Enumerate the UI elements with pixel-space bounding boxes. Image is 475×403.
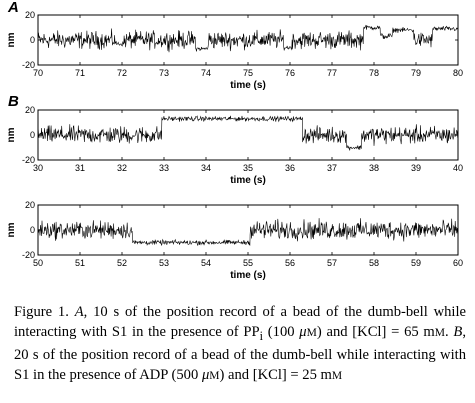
data-trace xyxy=(37,218,458,247)
x-tick-label: 39 xyxy=(411,163,421,173)
x-tick-label: 78 xyxy=(369,68,379,78)
y-tick-label: 0 xyxy=(30,35,35,45)
x-tick-label: 38 xyxy=(369,163,379,173)
x-tick-label: 57 xyxy=(327,258,337,268)
y-tick-label: 20 xyxy=(25,10,35,20)
x-tick-label: 52 xyxy=(117,258,127,268)
x-axis-label: time (s) xyxy=(230,80,266,91)
y-tick-label: -20 xyxy=(22,155,35,165)
y-tick-label: 20 xyxy=(25,200,35,210)
y-tick-label: 0 xyxy=(30,130,35,140)
y-tick-label: 20 xyxy=(25,105,35,115)
x-tick-label: 55 xyxy=(243,258,253,268)
x-tick-label: 72 xyxy=(117,68,127,78)
panel-a: A 70 71 72 73 74 75 76 77 78 79 80 20 0 -20 nm time (s) xyxy=(6,0,463,91)
figure-label: Figure 1. xyxy=(14,304,69,320)
x-tick-label: 79 xyxy=(411,68,421,78)
x-tick-label: 71 xyxy=(75,68,85,78)
x-tick-label: 54 xyxy=(201,258,211,268)
x-tick-label: 31 xyxy=(75,163,85,173)
x-axis-label: time (s) xyxy=(230,270,266,281)
x-tick-label: 76 xyxy=(285,68,295,78)
x-tick-label: 33 xyxy=(159,163,169,173)
x-tick-label: 56 xyxy=(285,258,295,268)
x-tick-label: 77 xyxy=(327,68,337,78)
x-tick-label: 37 xyxy=(327,163,337,173)
y-axis-label: nm xyxy=(6,127,17,142)
panel-ref-b: B xyxy=(453,323,463,340)
x-tick-label: 80 xyxy=(453,68,463,78)
data-trace xyxy=(37,24,458,53)
panel-ref-a: A xyxy=(74,304,84,320)
x-tick-label: 51 xyxy=(75,258,85,268)
x-axis-label: time (s) xyxy=(230,175,266,186)
x-tick-label: 59 xyxy=(411,258,421,268)
x-tick-label: 40 xyxy=(453,163,463,173)
y-tick-label: -20 xyxy=(22,250,35,260)
x-tick-label: 35 xyxy=(243,163,253,173)
x-tick-label: 60 xyxy=(453,258,463,268)
x-tick-label: 70 xyxy=(33,68,43,78)
x-tick-label: 34 xyxy=(201,163,211,173)
y-tick-label: -20 xyxy=(22,60,35,70)
x-tick-label: 32 xyxy=(117,163,127,173)
x-tick-label: 75 xyxy=(243,68,253,78)
figure-caption: Figure 1. A, 10 s of the position record… xyxy=(14,304,467,383)
x-tick-label: 50 xyxy=(33,258,43,268)
panel-letter: B xyxy=(8,93,19,110)
panel-b: B 30 31 32 33 34 35 36 37 38 39 40 20 0 -20 nm time (s) xyxy=(6,93,463,186)
y-tick-label: 0 xyxy=(30,225,35,235)
x-tick-label: 58 xyxy=(369,258,379,268)
panel-letter: A xyxy=(7,0,19,16)
x-tick-label: 73 xyxy=(159,68,169,78)
y-axis-label: nm xyxy=(6,222,17,237)
data-trace xyxy=(37,115,458,151)
panel-b-lower: 50 51 52 53 54 55 56 57 58 59 60 20 0 -20 nm time (s) xyxy=(6,200,463,281)
x-tick-label: 30 xyxy=(33,163,43,173)
x-tick-label: 36 xyxy=(285,163,295,173)
x-tick-label: 53 xyxy=(159,258,169,268)
y-axis-label: nm xyxy=(6,32,17,47)
x-tick-label: 74 xyxy=(201,68,211,78)
